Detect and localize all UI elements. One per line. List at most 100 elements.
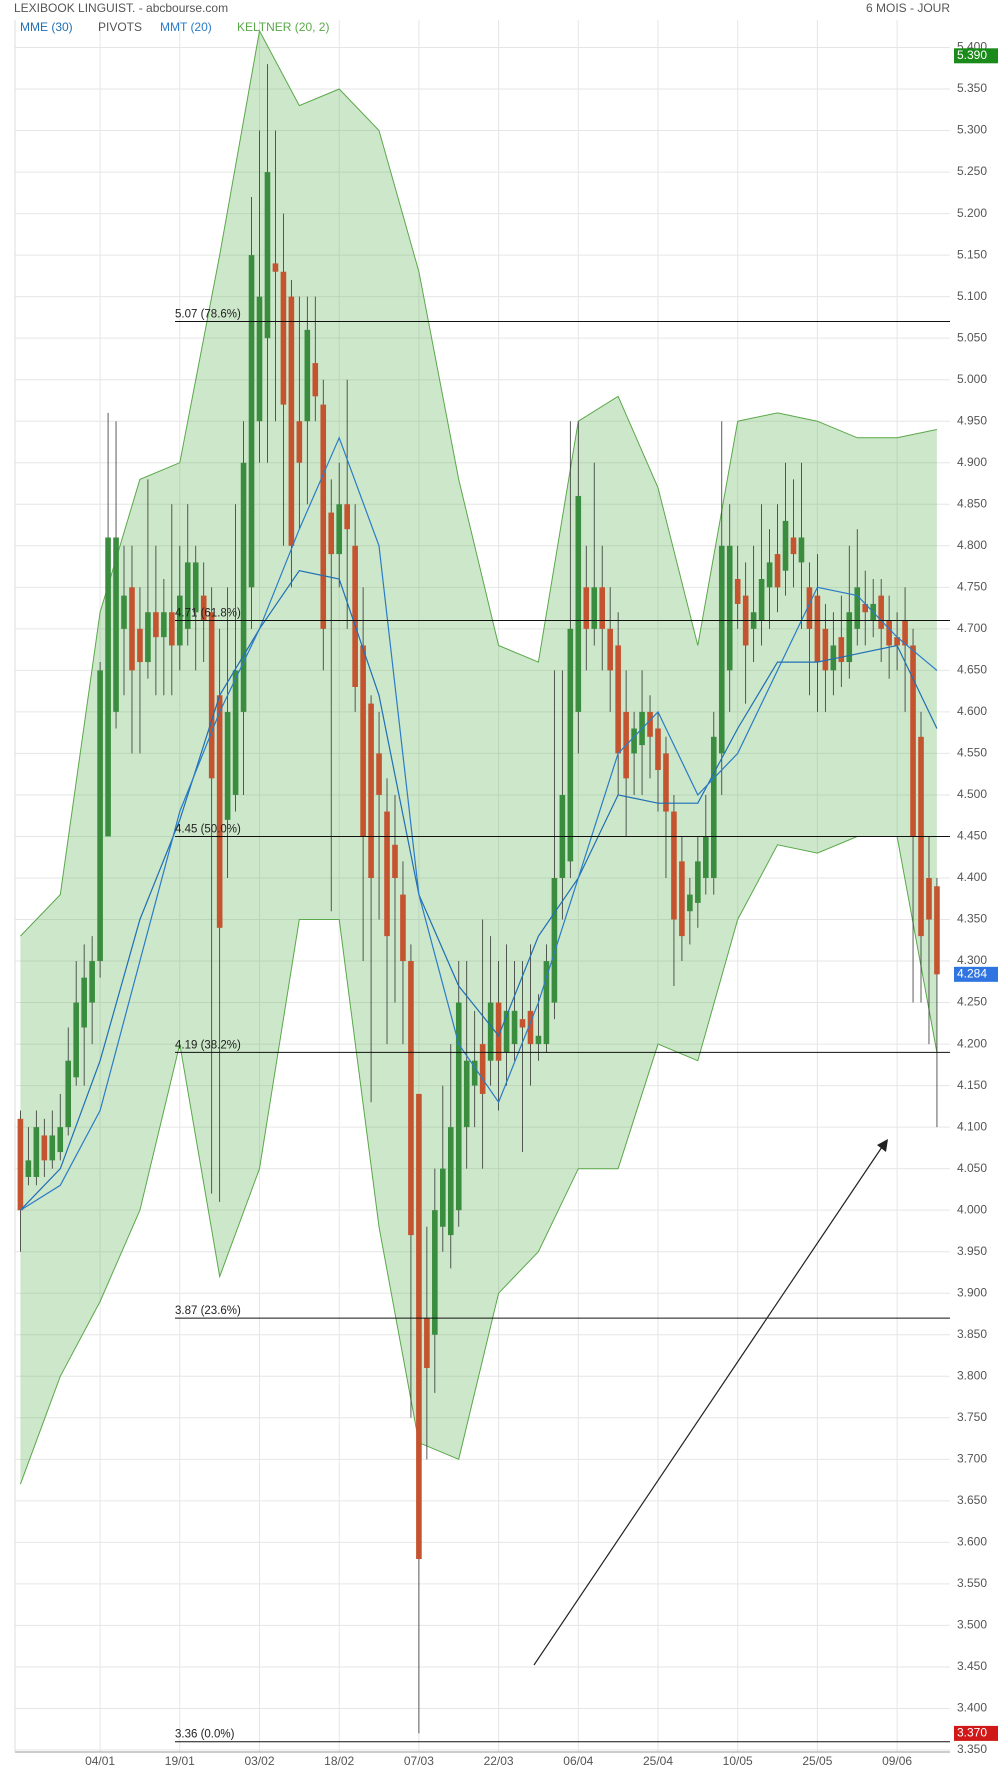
grid <box>14 20 950 1753</box>
y-tick-label: 4.350 <box>957 912 987 926</box>
candle-body <box>424 1318 430 1368</box>
candle-body <box>902 620 908 646</box>
candle-body <box>679 861 685 937</box>
legend-entry: MMT (20) <box>160 20 212 34</box>
candle-body <box>17 1118 24 1211</box>
candle-body <box>567 628 574 862</box>
candle-body <box>926 877 932 920</box>
x-tick-label: 25/04 <box>643 1754 673 1768</box>
candle-body <box>854 587 861 629</box>
candle-body <box>599 587 606 629</box>
y-tick-label: 4.800 <box>957 538 987 552</box>
price-tag-label: 3.370 <box>957 1726 987 1740</box>
legend-entry: KELTNER (20, 2) <box>237 20 329 34</box>
y-tick-label: 5.100 <box>957 289 987 303</box>
y-tick-label: 4.400 <box>957 870 987 884</box>
y-tick-label: 3.600 <box>957 1535 987 1549</box>
candle-body <box>41 1135 48 1161</box>
chart-subtitle: 6 MOIS - JOUR <box>866 1 950 15</box>
candle-body <box>97 670 103 962</box>
fibonacci-label: 4.19 (38.2%) <box>175 1039 241 1051</box>
x-tick-label: 03/02 <box>244 1754 274 1768</box>
y-tick-label: 5.300 <box>957 123 987 137</box>
chart-title: LEXIBOOK LINGUIST. - abcbourse.com <box>14 1 228 15</box>
candle-body <box>129 587 135 671</box>
candle-body <box>838 637 845 663</box>
candle-body <box>830 645 837 671</box>
candle-body <box>511 1010 518 1045</box>
legend-entry: PIVOTS <box>98 20 142 34</box>
candle-body <box>798 537 805 563</box>
y-tick-label: 3.550 <box>957 1576 987 1590</box>
candle-body <box>73 1002 79 1078</box>
candle-body <box>137 628 143 663</box>
y-tick-label: 3.350 <box>957 1742 987 1756</box>
candle-body <box>296 421 303 463</box>
y-tick-label: 4.900 <box>957 455 987 469</box>
candle-body <box>806 587 813 629</box>
y-tick-label: 4.100 <box>957 1119 987 1133</box>
candle-body <box>671 811 677 920</box>
keltner-lower <box>19 836 938 1485</box>
x-tick-label: 19/01 <box>165 1754 195 1768</box>
candle-body <box>479 1044 486 1094</box>
candle-body <box>57 1127 64 1153</box>
candle-body <box>647 711 653 737</box>
candle-body <box>790 537 797 555</box>
y-tick-label: 3.450 <box>957 1659 987 1673</box>
y-tick-label: 3.750 <box>957 1410 987 1424</box>
y-tick-label: 4.200 <box>957 1036 987 1050</box>
candle-body <box>471 1060 478 1086</box>
candle-body <box>352 545 358 687</box>
x-tick-label: 04/01 <box>85 1754 115 1768</box>
price-tag <box>954 1725 998 1741</box>
arrow-head <box>877 1139 888 1152</box>
candle-body <box>495 1002 502 1061</box>
y-tick-label: 4.550 <box>957 746 987 760</box>
y-tick-label: 5.050 <box>957 330 987 344</box>
annotation-arrow <box>533 1143 885 1666</box>
candle-body <box>607 628 613 671</box>
candle-body <box>575 495 582 712</box>
y-tick-label: 5.150 <box>957 247 987 261</box>
candle-body <box>591 587 598 629</box>
candle-body <box>312 363 319 397</box>
y-tick-label: 3.850 <box>957 1327 987 1341</box>
fibonacci-label: 5.07 (78.6%) <box>175 309 241 321</box>
candle-body <box>710 736 717 878</box>
candle-body <box>814 595 821 663</box>
candle-body <box>822 628 829 671</box>
y-tick-label: 3.500 <box>957 1618 987 1632</box>
candle-body <box>336 504 342 555</box>
y-tick-label: 5.000 <box>957 372 987 386</box>
candle-body <box>655 728 661 771</box>
price-tag-label: 4.284 <box>957 966 987 980</box>
candle-body <box>200 595 207 621</box>
candle-body <box>232 670 239 795</box>
y-tick-label: 4.950 <box>957 413 987 427</box>
x-tick-label: 22/03 <box>484 1754 514 1768</box>
candle-body <box>663 753 669 812</box>
y-tick-label: 4.250 <box>957 995 987 1009</box>
candle-body <box>408 961 414 1236</box>
y-tick-label: 3.800 <box>957 1368 987 1382</box>
overlay: 3.350 3.400 3.450 3.500 3.550 3.600 3.650 3.700… <box>20 20 998 1768</box>
candle-body <box>631 728 637 754</box>
fibonacci-label: 4.71 (61.8%) <box>175 608 241 620</box>
y-tick-label: 5.350 <box>957 81 987 95</box>
y-tick-label: 3.700 <box>957 1452 987 1466</box>
candle-body <box>344 504 350 530</box>
candle-body <box>65 1060 72 1128</box>
candle-body <box>894 637 900 646</box>
candle-body <box>392 844 398 878</box>
y-tick-label: 3.400 <box>957 1701 987 1715</box>
candle-body <box>192 562 199 613</box>
candle-body <box>320 404 327 629</box>
candle-body <box>910 645 916 837</box>
candle-body <box>535 1035 542 1045</box>
candle-body <box>487 1002 494 1061</box>
candle-body <box>432 1210 438 1335</box>
candle-body <box>105 537 111 837</box>
